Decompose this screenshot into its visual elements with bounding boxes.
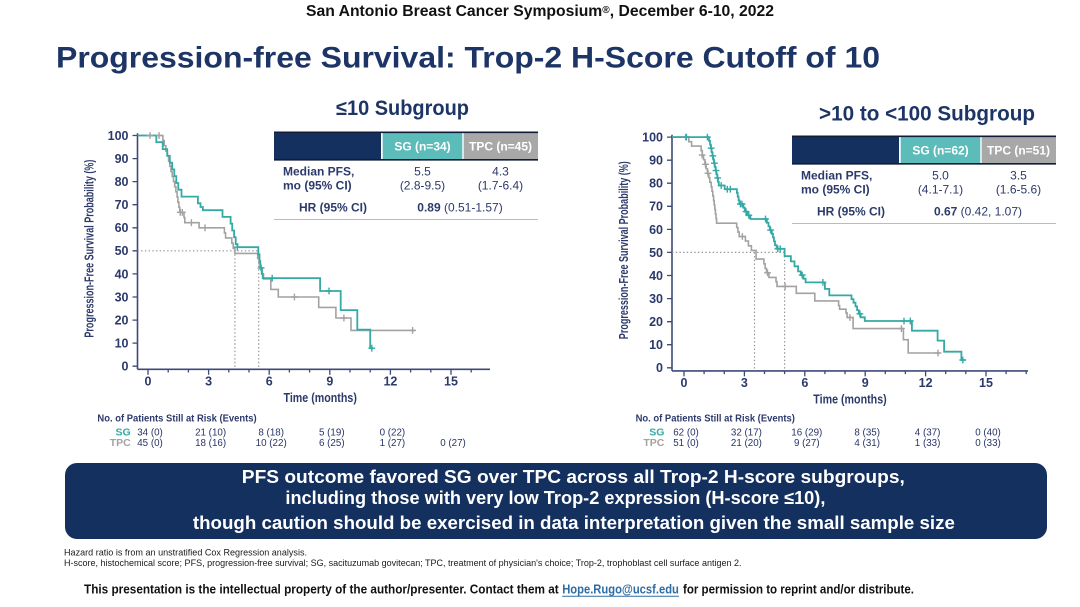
svg-text:9: 9 (862, 376, 869, 390)
svg-text:30: 30 (115, 290, 129, 304)
svg-text:21 (20): 21 (20) (731, 438, 762, 449)
svg-text:mo (95% CI): mo (95% CI) (801, 183, 870, 197)
svg-text:70: 70 (649, 200, 663, 214)
svg-text:100: 100 (642, 131, 663, 145)
svg-text:15: 15 (979, 376, 993, 390)
svg-text:Time (months): Time (months) (813, 392, 886, 407)
svg-text:8 (18): 8 (18) (258, 428, 284, 439)
svg-text:Hazard ratio is from an unstra: Hazard ratio is from an unstratified Cox… (64, 548, 307, 558)
svg-text:4 (31): 4 (31) (854, 438, 880, 449)
svg-text:4 (37): 4 (37) (915, 428, 941, 439)
svg-text:62 (0): 62 (0) (673, 428, 699, 439)
svg-text:Progression-Free Survival Prob: Progression-Free Survival Probability (%… (617, 161, 631, 339)
svg-text:70: 70 (115, 198, 129, 212)
svg-text:Hope.Rugo@ucsf.edu: Hope.Rugo@ucsf.edu (562, 583, 679, 597)
svg-text:40: 40 (115, 267, 129, 281)
svg-text:80: 80 (649, 177, 663, 191)
svg-text:No. of Patients Still at Risk: No. of Patients Still at Risk (Events) (636, 414, 795, 425)
svg-text:(1.7-6.4): (1.7-6.4) (478, 179, 523, 193)
svg-text:SG: SG (649, 427, 664, 439)
svg-text:(4.1-7.1): (4.1-7.1) (918, 183, 963, 197)
svg-text:20: 20 (115, 314, 129, 328)
svg-text:Median PFS,: Median PFS, (283, 165, 354, 179)
svg-text:0: 0 (656, 361, 663, 375)
svg-text:6 (25): 6 (25) (319, 438, 345, 449)
svg-text:SG (n=34): SG (n=34) (394, 140, 450, 154)
svg-text:Median PFS,: Median PFS, (801, 169, 872, 183)
svg-text:30: 30 (649, 292, 663, 306)
svg-text:0: 0 (145, 374, 152, 388)
svg-text:50: 50 (649, 246, 663, 260)
svg-text:34 (0): 34 (0) (137, 428, 163, 439)
svg-text:4.3: 4.3 (492, 165, 509, 179)
svg-text:HR (95% CI): HR (95% CI) (817, 205, 885, 219)
svg-text:≤10 Subgroup: ≤10 Subgroup (336, 97, 469, 120)
svg-text:18 (16): 18 (16) (195, 438, 226, 449)
svg-text:HR (95% CI): HR (95% CI) (299, 201, 367, 215)
svg-text:0: 0 (681, 376, 688, 390)
svg-text:0 (22): 0 (22) (380, 428, 406, 439)
svg-text:1 (27): 1 (27) (380, 438, 406, 449)
svg-text:mo (95% CI): mo (95% CI) (283, 179, 352, 193)
svg-text:for permission to reprint and/: for permission to reprint and/or distrib… (683, 583, 914, 597)
svg-text:SG: SG (116, 427, 131, 439)
svg-text:10 (22): 10 (22) (256, 438, 287, 449)
svg-text:(1.6-5.6): (1.6-5.6) (996, 183, 1041, 197)
svg-text:3.5: 3.5 (1010, 169, 1027, 183)
svg-text:12: 12 (383, 374, 397, 388)
svg-text:80: 80 (115, 175, 129, 189)
svg-text:10: 10 (115, 337, 129, 351)
svg-text:0: 0 (122, 360, 129, 374)
svg-text:0.67 (0.42, 1.07): 0.67 (0.42, 1.07) (934, 205, 1022, 219)
svg-text:H-score, histochemical score;: H-score, histochemical score; PFS, progr… (64, 558, 742, 568)
svg-text:0.89 (0.51-1.57): 0.89 (0.51-1.57) (417, 201, 502, 215)
svg-text:No. of Patients Still at Risk: No. of Patients Still at Risk (Events) (97, 414, 256, 425)
svg-text:>10 to <100 Subgroup: >10 to <100 Subgroup (819, 102, 1035, 125)
svg-text:3: 3 (741, 376, 748, 390)
svg-text:SG (n=62): SG (n=62) (912, 144, 968, 158)
svg-text:10: 10 (649, 338, 663, 352)
svg-text:60: 60 (115, 221, 129, 235)
svg-text:PFS outcome favored SG over TP: PFS outcome favored SG over TPC across a… (242, 467, 905, 487)
svg-text:Progression-Free Survival Prob: Progression-Free Survival Probability (%… (83, 160, 97, 338)
svg-text:50: 50 (115, 244, 129, 258)
svg-text:6: 6 (801, 376, 808, 390)
svg-text:100: 100 (108, 129, 129, 143)
svg-text:5.0: 5.0 (932, 169, 949, 183)
svg-text:90: 90 (115, 152, 129, 166)
svg-text:1 (33): 1 (33) (915, 438, 941, 449)
svg-text:TPC (n=45): TPC (n=45) (469, 140, 532, 154)
svg-text:Time (months): Time (months) (284, 390, 357, 405)
svg-text:Progression-free Survival: Tro: Progression-free Survival: Trop-2 H-Scor… (56, 42, 880, 75)
svg-text:TPC: TPC (110, 437, 131, 449)
svg-text:0 (40): 0 (40) (975, 428, 1001, 439)
svg-text:60: 60 (649, 223, 663, 237)
svg-text:15: 15 (444, 374, 458, 388)
svg-text:20: 20 (649, 315, 663, 329)
svg-text:21 (10): 21 (10) (195, 428, 226, 439)
svg-text:45 (0): 45 (0) (137, 438, 163, 449)
svg-text:0 (27): 0 (27) (440, 438, 466, 449)
svg-text:9: 9 (326, 374, 333, 388)
svg-text:including those with very low: including those with very low Trop-2 exp… (285, 488, 825, 508)
svg-text:5.5: 5.5 (414, 165, 431, 179)
svg-text:12: 12 (919, 376, 933, 390)
svg-text:6: 6 (266, 374, 273, 388)
svg-text:90: 90 (649, 154, 663, 168)
svg-text:3: 3 (205, 374, 212, 388)
svg-text:51 (0): 51 (0) (673, 438, 699, 449)
svg-text:8 (35): 8 (35) (854, 428, 880, 439)
svg-text:TPC: TPC (643, 437, 664, 449)
svg-text:though caution should be exerc: though caution should be exercised in da… (193, 513, 955, 533)
svg-text:(2.8-9.5): (2.8-9.5) (400, 179, 445, 193)
svg-text:TPC (n=51): TPC (n=51) (987, 144, 1050, 158)
svg-text:This presentation is the intel: This presentation is the intellectual pr… (84, 583, 562, 597)
svg-text:16 (29): 16 (29) (791, 428, 822, 439)
svg-text:9 (27): 9 (27) (794, 438, 820, 449)
svg-text:San Antonio Breast Cancer Symp: San Antonio Breast Cancer Symposium ®, De… (306, 3, 774, 20)
svg-text:32 (17): 32 (17) (731, 428, 762, 439)
svg-text:5 (19): 5 (19) (319, 428, 345, 439)
svg-text:0 (33): 0 (33) (975, 438, 1001, 449)
svg-text:40: 40 (649, 269, 663, 283)
